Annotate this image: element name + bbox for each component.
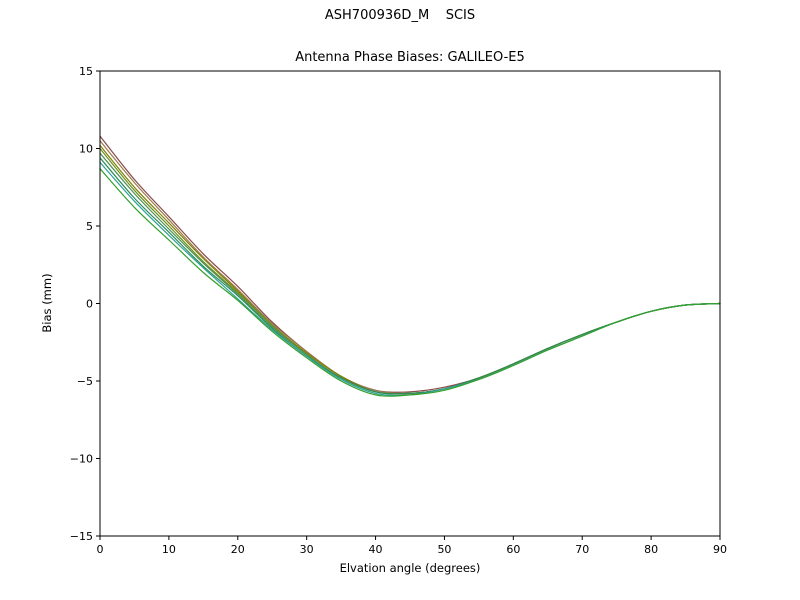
y-tick-label: 0 [86,298,93,311]
series-line-line-7 [99,161,721,397]
x-tick-label: 30 [300,543,314,556]
y-tick-label: 10 [79,143,93,156]
series-line-line-5 [99,152,721,395]
x-tick-label: 60 [506,543,520,556]
y-axis-label: Bias (mm) [40,273,54,333]
y-tick-label: 15 [79,65,93,78]
x-tick-label: 10 [162,543,176,556]
series-line-line-6 [99,157,721,395]
x-tick-label: 90 [713,543,727,556]
series-line-line-8 [99,168,721,397]
y-tick-label: −10 [70,453,93,466]
x-tick-label: 70 [575,543,589,556]
series-line-line-3 [99,144,721,395]
y-tick-label: −5 [77,375,93,388]
x-tick-label: 20 [231,543,245,556]
y-tick-label: 5 [86,220,93,233]
series-line-line-2 [99,140,721,395]
figure-title: ASH700936D_M SCIS [324,8,476,23]
x-tick-label: 40 [369,543,383,556]
series-line-line-4 [99,147,721,395]
y-tick-label: −15 [70,530,93,543]
x-tick-label: 50 [437,543,451,556]
axes-title: Antenna Phase Biases: GALILEO-E5 [295,50,525,65]
axes-frame [99,70,721,537]
series-line-line-1 [99,135,721,393]
x-tick-label: 0 [97,543,104,556]
x-tick-label: 80 [644,543,658,556]
x-axis-label: Elvation angle (degrees) [339,561,481,575]
